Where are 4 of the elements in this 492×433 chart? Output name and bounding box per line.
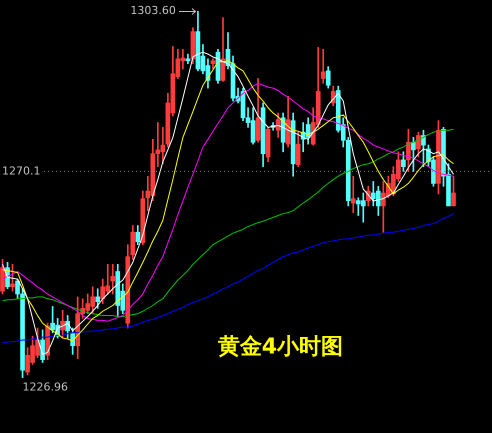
text: 黄金4小时图 bbox=[216, 334, 344, 360]
ref-line-label: 1270.1 bbox=[2, 164, 40, 178]
text: 1226.96 bbox=[22, 380, 68, 394]
annotation: 1303.60 bbox=[130, 4, 176, 17]
